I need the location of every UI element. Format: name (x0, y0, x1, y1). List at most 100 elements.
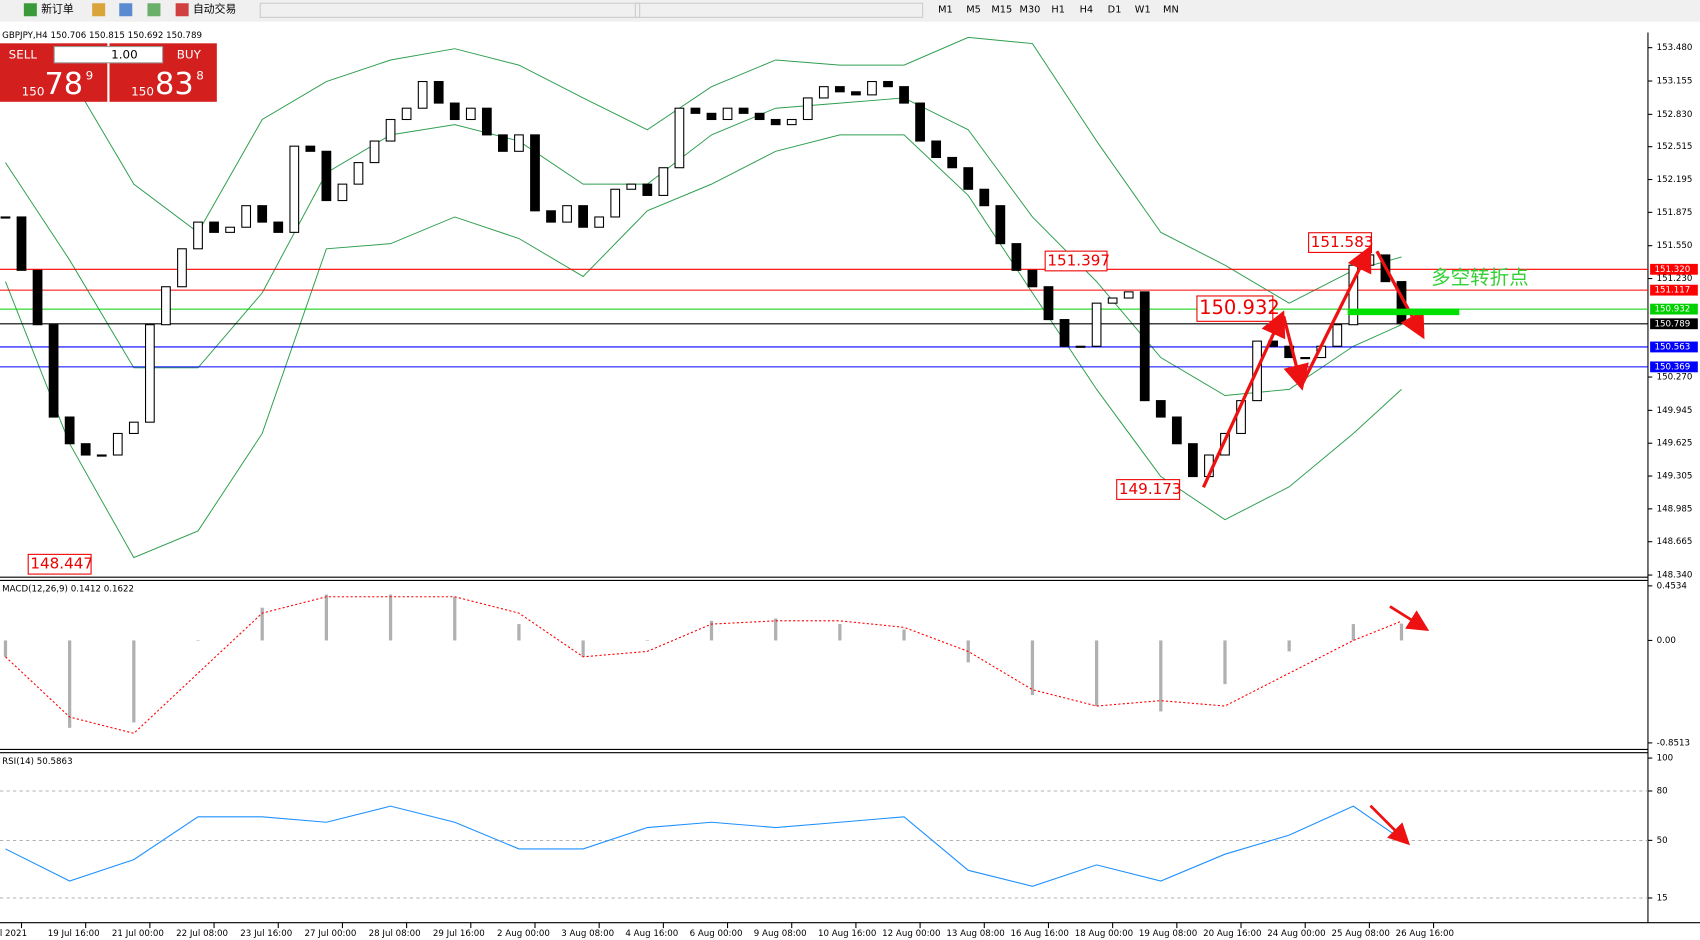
candle (626, 183, 637, 190)
macd-bar (388, 594, 393, 641)
macd-bar (1287, 640, 1291, 652)
candle (642, 183, 653, 196)
lot-value[interactable]: 1.00 (111, 48, 138, 62)
y-tick-label: 148.665 (1657, 537, 1693, 547)
candle (1300, 356, 1311, 360)
candle (674, 107, 685, 169)
candle (161, 286, 171, 326)
icon[interactable] (175, 3, 189, 17)
y-tick-label: 15 (1657, 893, 1668, 903)
candle (1139, 291, 1150, 402)
candle (80, 443, 91, 456)
toolbar-button[interactable]: 新订单 (41, 2, 74, 16)
x-tick-label: 21 Jul 00:00 (112, 929, 164, 939)
arrow (1369, 804, 1411, 846)
candle (1011, 243, 1022, 271)
macd-bar (1030, 640, 1035, 696)
chart-bg (0, 23, 1700, 940)
candle (706, 112, 717, 121)
x-tick-label: 2 Aug 00:00 (497, 929, 550, 939)
timeframe-button[interactable]: M15 (991, 5, 1012, 16)
timeframe-button[interactable]: H4 (1080, 5, 1094, 16)
arrow (1300, 245, 1372, 386)
price-tag (1650, 318, 1698, 330)
price-tag-label: 150.563 (1654, 342, 1690, 352)
price-tag-label: 151.320 (1654, 265, 1690, 275)
candle (369, 140, 380, 164)
timeframe-button[interactable]: W1 (1135, 5, 1151, 16)
y-tick-label: 149.625 (1657, 439, 1693, 449)
bollinger-upper (5, 36, 1402, 304)
timeframe-button[interactable]: M30 (1020, 5, 1041, 16)
candle (1059, 319, 1070, 347)
bollinger-lower (5, 134, 1402, 559)
candle (128, 421, 139, 435)
candle (883, 80, 893, 88)
macd-bar (1094, 640, 1099, 707)
macd-bar (1223, 640, 1227, 685)
candle (690, 107, 701, 114)
candle (1091, 302, 1102, 347)
x-tick-label: 22 Jul 08:00 (176, 929, 228, 939)
candle (786, 118, 797, 126)
candle (417, 80, 428, 109)
candle (193, 221, 203, 250)
icon[interactable] (119, 3, 133, 17)
candle (931, 140, 942, 159)
bollinger-middle (5, 97, 1402, 397)
y-tick-label: -0.8513 (1657, 738, 1690, 748)
candle (498, 134, 508, 152)
annotation: 149.173 (1119, 480, 1182, 498)
y-tick-label: 50 (1657, 836, 1668, 846)
candle (465, 107, 476, 121)
panel-title: RSI(14) 50.5863 (2, 757, 72, 767)
candle (48, 324, 59, 418)
candle (1027, 269, 1038, 288)
candle (64, 416, 75, 445)
candle (305, 145, 316, 152)
candle (1123, 291, 1134, 299)
timeframe-button[interactable]: M1 (938, 5, 953, 16)
candle (947, 156, 958, 169)
sell-button[interactable]: SELL (9, 48, 38, 62)
macd-signal (5, 596, 1402, 734)
price-tag (1650, 284, 1698, 296)
candle (802, 97, 813, 121)
macd-bar (68, 640, 72, 728)
candle (658, 167, 669, 196)
tool-strip (634, 2, 924, 18)
toolbar-button[interactable]: 自动交易 (193, 2, 236, 16)
annotation: 151.397 (1047, 251, 1110, 269)
y-tick-label: 0.00 (1657, 636, 1676, 646)
tool-strip (259, 2, 641, 18)
icon[interactable] (23, 3, 37, 17)
x-tick-label: 24 Aug 00:00 (1267, 929, 1325, 939)
candle (0, 216, 11, 219)
buy-button[interactable]: BUY (177, 48, 202, 62)
x-tick-label: 6 Aug 00:00 (690, 929, 743, 939)
timeframe-button[interactable]: H1 (1051, 5, 1065, 16)
candle (32, 269, 43, 326)
icon[interactable] (92, 3, 106, 17)
macd-bar (645, 640, 649, 641)
timeframe-button[interactable]: M5 (966, 5, 981, 16)
candle (225, 226, 235, 233)
lot-input[interactable] (53, 46, 164, 64)
timeframe-button[interactable]: D1 (1108, 5, 1122, 16)
candle (867, 80, 877, 96)
candle (995, 205, 1006, 245)
icon[interactable] (147, 3, 161, 17)
macd-bar (132, 640, 136, 723)
timeframe-button[interactable]: MN (1163, 5, 1179, 16)
candle (1332, 324, 1343, 347)
candle (818, 86, 829, 99)
y-tick-label: 149.945 (1657, 406, 1693, 416)
candle (96, 454, 107, 457)
price-sup: 8 (196, 68, 204, 82)
y-tick-label: 152.195 (1657, 175, 1693, 185)
arrow (1389, 605, 1430, 631)
candle (337, 183, 348, 202)
annotation: 150.932 (1199, 296, 1280, 319)
